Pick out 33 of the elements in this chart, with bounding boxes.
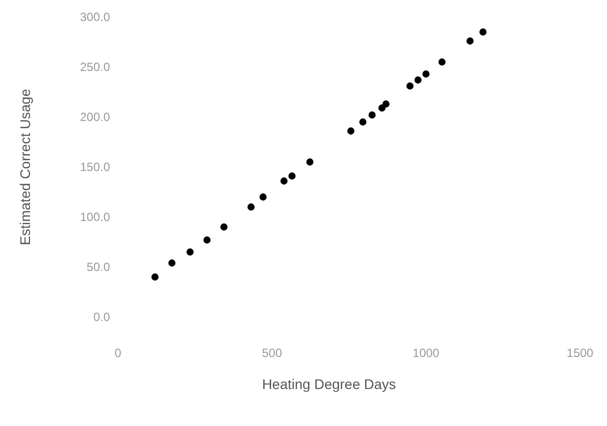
point [466,37,474,45]
x-tick-label: 1000 [412,346,440,360]
y-tick-label: 0.0 [93,310,110,324]
point [168,259,176,267]
point [479,28,487,36]
point [438,58,446,66]
point [203,236,211,244]
point [414,76,422,84]
y-tick-label: 50.0 [86,260,110,274]
y-tick-label: 300.0 [80,10,110,24]
y-tick-label: 100.0 [80,210,110,224]
x-axis-title: Heating Degree Days [262,376,396,392]
point [406,82,414,90]
x-tick-label: 1500 [566,346,594,360]
point [359,118,366,126]
y-tick-label: 250.0 [80,60,110,74]
y-tick-label: 200.0 [80,110,110,124]
point [368,111,376,119]
point [260,193,267,201]
x-tick-label: 500 [262,346,282,360]
point [382,100,390,108]
y-tick-label: 150.0 [80,160,110,174]
point [422,70,430,78]
point [247,203,255,211]
x-tick-label: 0 [114,346,122,360]
point [288,172,296,180]
point [306,158,314,166]
point [186,248,194,256]
point [220,223,228,231]
point [151,273,159,281]
y-axis-title: Estimated Correct Usage [17,88,33,246]
point [347,127,354,135]
point [280,177,288,185]
